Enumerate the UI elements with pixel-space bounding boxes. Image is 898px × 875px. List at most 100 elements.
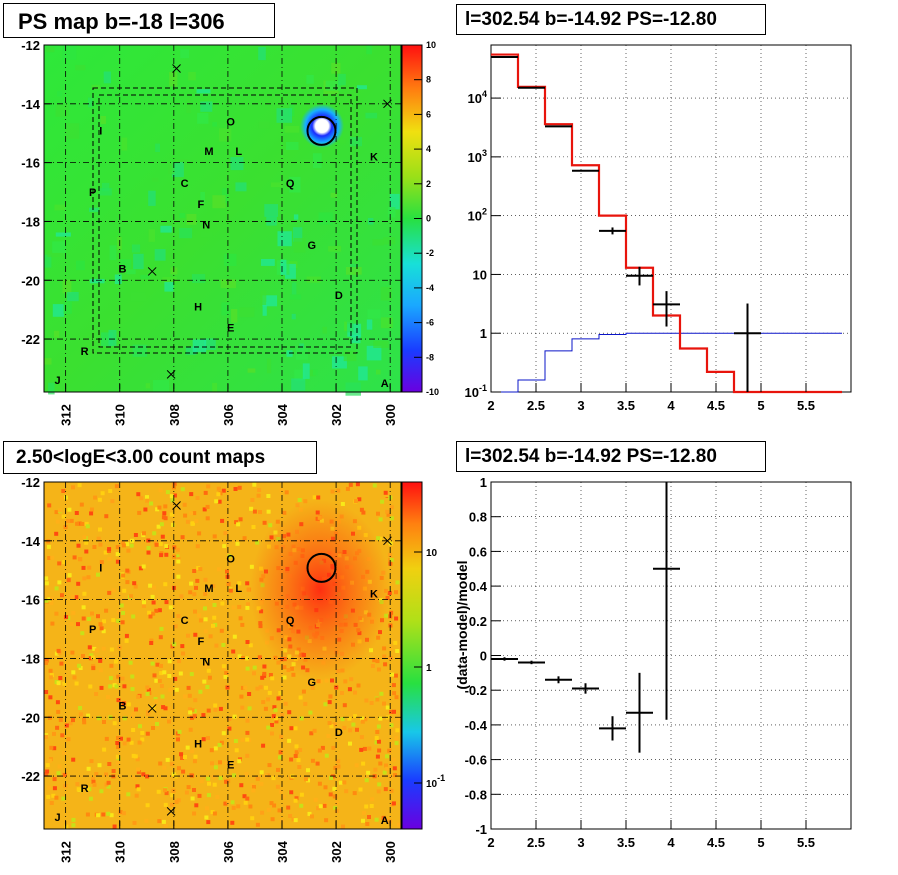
count-map-pixel: [55, 519, 60, 524]
map-y-tick-label: -16: [21, 593, 40, 608]
count-map-pixel: [117, 610, 122, 614]
count-map-pixel: [278, 750, 283, 755]
count-map-pixel: [391, 801, 396, 806]
count-map-pixel: [151, 611, 156, 616]
count-map-pixel: [154, 678, 159, 683]
ps-map-pixel: [196, 89, 211, 94]
count-map-pixel: [212, 615, 217, 620]
count-map-pixel: [99, 789, 104, 794]
count-map-pixel: [343, 679, 348, 684]
spectrum-y-tick-label: 103: [468, 148, 487, 165]
count-map-pixel: [151, 726, 155, 730]
count-map-pixel: [197, 613, 202, 618]
ps-map-pixel: [186, 214, 197, 225]
count-map-pixel: [61, 514, 66, 519]
count-map-pixel: [60, 593, 64, 598]
residual-ylabel: (data-model)/model: [454, 560, 470, 689]
ps-map-pixel: [271, 182, 283, 188]
map-source-label: O: [226, 553, 235, 565]
count-map-pixel: [213, 707, 218, 712]
count-map-pixel: [197, 793, 202, 798]
ps-colorbar-label: 6: [426, 109, 431, 119]
map-source-label: H: [194, 302, 202, 314]
count-map-pixel: [74, 681, 79, 686]
count-map-pixel: [101, 812, 106, 817]
count-map-pixel: [265, 773, 270, 778]
count-map-pixel: [329, 776, 333, 780]
map-source-label: D: [335, 290, 343, 302]
map-y-tick-label: -20: [21, 710, 40, 725]
count-map-pixel: [224, 671, 229, 676]
count-map-pixel: [347, 716, 352, 721]
count-map-pixel: [66, 518, 71, 523]
count-map-pixel: [389, 723, 394, 728]
count-map-pixel: [375, 730, 380, 734]
count-map-pixel: [276, 660, 281, 665]
map-x-tick-label: 302: [329, 841, 344, 863]
map-source-label: O: [226, 116, 235, 128]
count-map-pixel: [256, 493, 261, 498]
count-map-pixel: [45, 769, 50, 774]
count-map-pixel: [122, 684, 127, 689]
count-map-pixel: [227, 717, 232, 721]
count-map-pixel: [317, 748, 322, 753]
count-map-pixel: [136, 767, 140, 772]
count-map-pixel: [169, 762, 174, 767]
ps-map-pixel: [349, 137, 362, 147]
map-source-label: Q: [286, 178, 295, 190]
count-map-pixel: [47, 715, 52, 720]
count-map-pixel: [389, 709, 393, 714]
count-map-pixel: [263, 706, 268, 711]
map-source-label: R: [81, 783, 89, 795]
ps-map-pixel: [312, 369, 318, 376]
count-map-pixel: [245, 581, 250, 586]
count-map-pixel: [298, 748, 303, 752]
map-y-tick-label: -20: [21, 273, 40, 288]
count-map-pixel: [124, 633, 129, 638]
ps-map-pixel: [148, 229, 155, 242]
count-map-pixel: [342, 703, 347, 708]
count-map-pixel: [240, 737, 245, 742]
count-map-pixel: [278, 691, 283, 695]
count-map-pixel: [124, 638, 129, 643]
count-map-pixel: [177, 729, 182, 734]
ps-map-pixel: [186, 97, 192, 114]
count-map-pixel: [158, 635, 163, 640]
count-map-pixel: [293, 754, 298, 758]
ps-map-pixel: [291, 313, 296, 320]
ps-map-pixel: [108, 329, 117, 346]
count-map-pixel: [153, 699, 158, 704]
count-map-pixel: [246, 602, 251, 607]
ps-map-pixel: [212, 195, 226, 209]
residual-x-tick-label: 2.5: [527, 835, 545, 850]
count-map-pixel: [214, 643, 219, 648]
count-map-pixel: [193, 754, 198, 759]
count-map-pixel: [192, 709, 197, 714]
count-map-pixel: [130, 713, 135, 718]
count-map-pixel: [310, 686, 315, 690]
count-map-pixel: [109, 663, 114, 668]
count-map-pixel: [367, 815, 371, 819]
ps-map-pixel: [285, 263, 296, 279]
count-map-pixel: [50, 596, 54, 601]
count-map-pixel: [251, 788, 256, 793]
count-map-pixel: [84, 549, 89, 554]
count-map-pixel: [203, 577, 208, 582]
ps-map-pixel: [153, 380, 169, 392]
count-map-pixel: [189, 715, 194, 720]
count-map-pixel: [101, 646, 106, 651]
ps-map-pixel: [366, 45, 372, 55]
count-map-pixel: [48, 695, 53, 700]
count-map-pixel: [167, 659, 172, 664]
count-map-pixel: [122, 588, 127, 593]
count-map-pixel: [388, 646, 393, 651]
ps-map-pixel: [120, 259, 132, 269]
count-map-pixel: [324, 753, 329, 758]
count-map-pixel: [341, 824, 345, 829]
count-map-title: 2.50<logE<3.00 count maps: [3, 441, 317, 474]
ps-map-pixel: [306, 276, 321, 283]
count-map-pixel: [223, 801, 228, 806]
count-map-pixel: [148, 614, 153, 619]
ps-map-pixel: [389, 193, 400, 210]
ps-map-pixel: [286, 350, 293, 357]
